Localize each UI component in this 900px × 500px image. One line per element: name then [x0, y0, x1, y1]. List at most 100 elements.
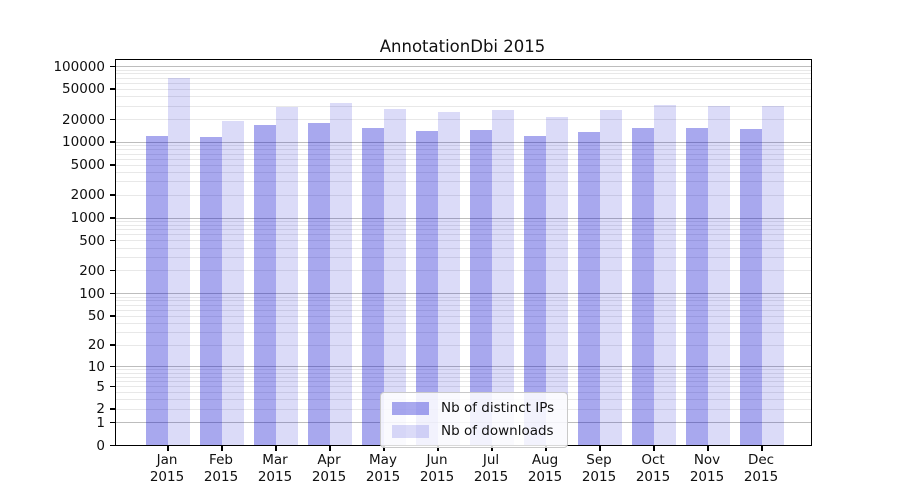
legend-row-distinct-ips: Nb of distinct IPs: [392, 400, 554, 416]
gridline-minor-60000: [116, 82, 811, 84]
gridline-minor-20: [116, 344, 811, 346]
bar-distinct-ips-jul: [470, 129, 492, 445]
bar-downloads-sep: [600, 110, 622, 445]
y-tick-mark-5: [110, 385, 115, 387]
bar-downloads-jul: [492, 109, 514, 445]
gridline-major-10000: [116, 141, 811, 143]
y-tick-label-50: 50: [87, 308, 105, 325]
x-tick-mark-jul: [491, 445, 493, 451]
gridline-minor-4000: [116, 172, 811, 173]
y-tick-label-2000: 2000: [70, 187, 105, 204]
y-tick-label-200: 200: [79, 262, 105, 279]
gridline-minor-5: [116, 386, 811, 387]
bar-downloads-dec: [762, 105, 784, 445]
bar-distinct-ips-jan: [146, 135, 168, 445]
x-tick-label-apr: Apr 2015: [311, 452, 347, 485]
x-tick-label-nov: Nov 2015: [689, 452, 725, 485]
x-tick-mark-jan: [167, 445, 169, 451]
x-tick-mark-sep: [599, 445, 601, 451]
bar-downloads-nov: [708, 105, 730, 445]
y-tick-mark-1000: [110, 217, 115, 219]
gridline-minor-80000: [116, 73, 811, 75]
gridline-minor-60: [116, 309, 811, 311]
y-tick-mark-10: [110, 365, 115, 368]
bar-downloads-apr: [330, 102, 352, 445]
gridline-minor-600: [116, 234, 811, 236]
y-tick-label-2: 2: [96, 401, 105, 418]
x-tick-mark-aug: [545, 445, 547, 451]
gridline-minor-5000: [116, 164, 811, 166]
gridline-minor-80: [116, 300, 811, 302]
x-tick-label-mar: Mar 2015: [257, 452, 293, 485]
gridline-minor-50000: [116, 88, 811, 90]
x-tick-label-jan: Jan 2015: [149, 452, 185, 485]
x-tick-mark-oct: [653, 445, 655, 451]
y-tick-label-500: 500: [79, 232, 105, 249]
gridline-minor-30000: [116, 105, 811, 107]
gridline-major-1000: [116, 217, 811, 219]
plot-area: [115, 59, 812, 446]
gridline-minor-2000: [116, 194, 811, 196]
gridline-minor-3000: [116, 181, 811, 183]
legend: Nb of distinct IPs Nb of downloads: [380, 392, 569, 448]
gridline-minor-40: [116, 322, 811, 324]
gridline-minor-70000: [116, 77, 811, 79]
x-tick-mark-dec: [761, 445, 763, 451]
bar-distinct-ips-jun: [416, 130, 438, 445]
bar-downloads-oct: [654, 104, 676, 445]
legend-row-downloads: Nb of downloads: [392, 423, 554, 439]
y-tick-label-100: 100: [79, 285, 105, 302]
x-tick-mark-jun: [437, 445, 439, 451]
gridline-minor-8: [116, 372, 811, 374]
y-tick-label-100000: 100000: [53, 58, 105, 75]
y-tick-label-50000: 50000: [62, 81, 105, 98]
y-tick-mark-5000: [110, 164, 115, 166]
gridline-minor-9000: [116, 145, 811, 147]
y-tick-label-20000: 20000: [62, 111, 105, 128]
x-tick-label-dec: Dec 2015: [743, 452, 779, 485]
gridline-minor-900: [116, 221, 811, 222]
gridline-minor-700: [116, 229, 811, 231]
gridline-minor-40000: [116, 96, 811, 98]
gridline-minor-800: [116, 224, 811, 226]
bar-distinct-ips-mar: [254, 124, 276, 445]
y-tick-mark-2000: [110, 194, 115, 196]
y-tick-mark-1: [110, 421, 115, 424]
y-tick-mark-100: [110, 292, 115, 295]
gridline-minor-500: [116, 240, 811, 242]
x-tick-mark-mar: [275, 445, 277, 451]
legend-swatch-distinct-ips: [392, 401, 429, 415]
x-tick-label-sep: Sep 2015: [581, 452, 617, 485]
gridline-minor-6000: [116, 158, 811, 160]
gridline-minor-300: [116, 257, 811, 259]
x-tick-mark-apr: [329, 445, 331, 451]
gridline-minor-400: [116, 247, 811, 249]
gridline-major-100000: [116, 66, 811, 67]
y-tick-label-20: 20: [87, 337, 105, 354]
bar-downloads-aug: [546, 116, 568, 445]
gridline-minor-7000: [116, 153, 811, 155]
chart-title: AnnotationDbi 2015: [379, 37, 546, 56]
y-tick-mark-50000: [110, 88, 115, 90]
bar-distinct-ips-feb: [200, 136, 222, 445]
gridline-minor-90000: [116, 69, 811, 71]
y-tick-mark-100000: [110, 65, 115, 67]
y-tick-label-10: 10: [87, 358, 105, 375]
y-tick-mark-0: [110, 444, 115, 446]
bar-distinct-ips-apr: [308, 122, 330, 445]
bar-distinct-ips-nov: [686, 127, 708, 445]
x-tick-mark-feb: [221, 445, 223, 451]
x-tick-label-oct: Oct 2015: [635, 452, 671, 485]
x-tick-label-jul: Jul 2015: [473, 452, 509, 485]
bar-distinct-ips-dec: [740, 128, 762, 445]
x-tick-label-aug: Aug 2015: [527, 452, 563, 485]
y-tick-label-0: 0: [96, 437, 105, 454]
gridline-minor-70: [116, 304, 811, 306]
y-tick-mark-10000: [110, 141, 115, 143]
y-tick-mark-200: [110, 269, 115, 272]
x-tick-mark-may: [383, 445, 385, 451]
bar-distinct-ips-aug: [524, 135, 546, 445]
bar-downloads-may: [384, 108, 406, 445]
x-tick-label-jun: Jun 2015: [419, 452, 455, 485]
